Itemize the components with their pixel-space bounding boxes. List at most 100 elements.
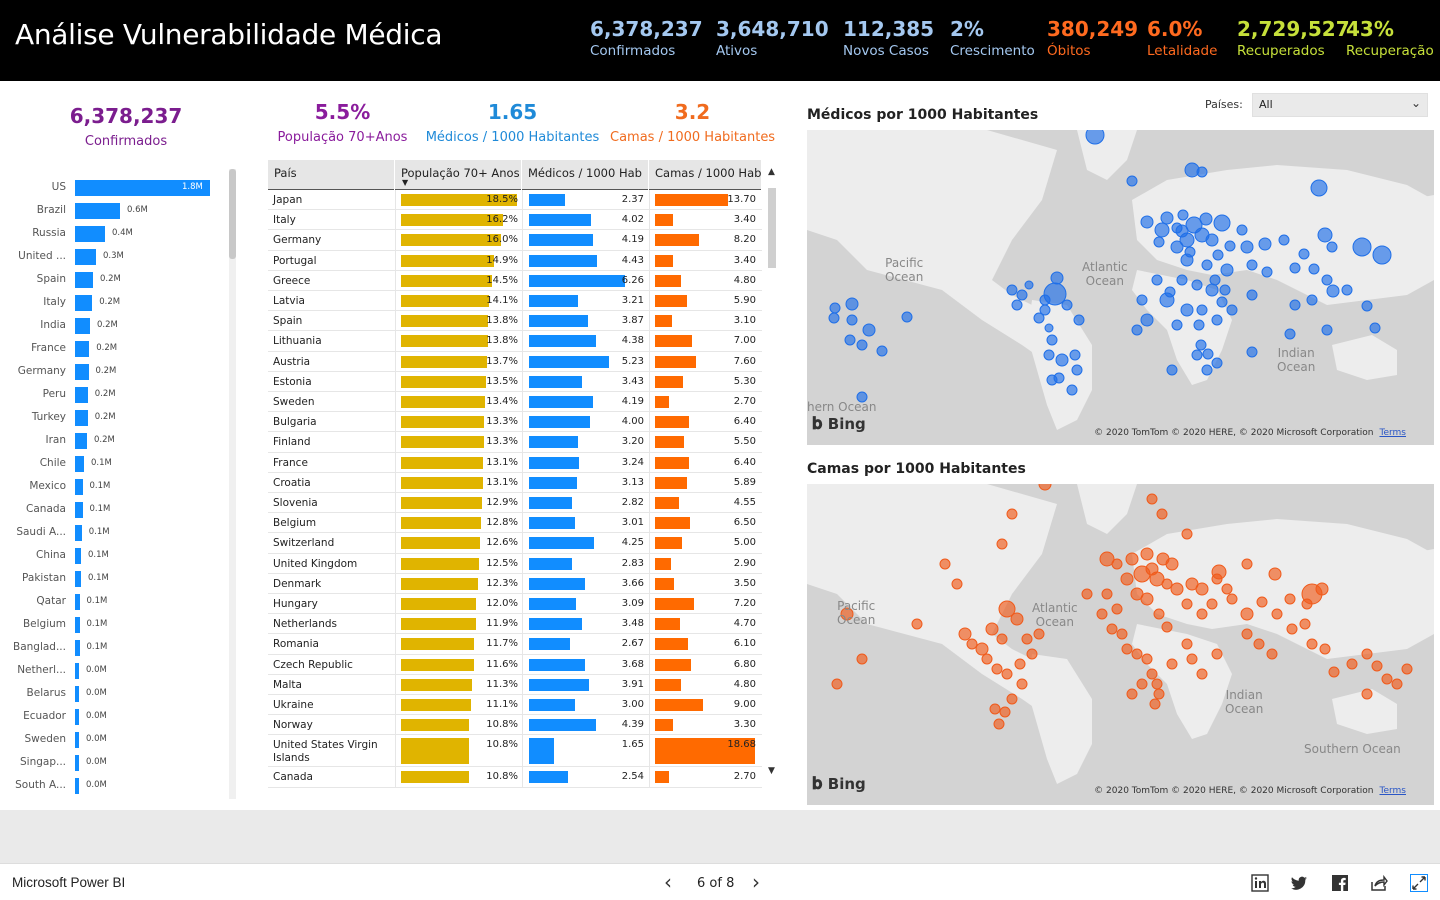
map-bubble[interactable] bbox=[939, 558, 951, 570]
map-bubble[interactable] bbox=[1006, 693, 1018, 705]
bar[interactable] bbox=[75, 525, 82, 541]
map-bubble[interactable] bbox=[1196, 668, 1208, 680]
map-bubble[interactable] bbox=[862, 323, 876, 337]
bar-row[interactable]: Singap... 0.0M bbox=[0, 752, 225, 775]
map-bubble[interactable] bbox=[1195, 582, 1209, 596]
map-bubble[interactable] bbox=[1039, 294, 1051, 306]
map-bubble[interactable] bbox=[1226, 304, 1238, 316]
map-bubble[interactable] bbox=[1164, 286, 1176, 298]
map-bubble[interactable] bbox=[856, 653, 868, 665]
map-bubble[interactable] bbox=[951, 578, 963, 590]
bar-row[interactable]: France 0.2M bbox=[0, 338, 225, 361]
map-bubble[interactable] bbox=[1011, 299, 1023, 311]
map-bubble[interactable] bbox=[1284, 593, 1296, 605]
map-bubble[interactable] bbox=[1220, 263, 1234, 277]
map-bubble[interactable] bbox=[1126, 688, 1138, 700]
bar[interactable] bbox=[75, 640, 80, 656]
map-bubble[interactable] bbox=[1361, 688, 1373, 700]
prev-page-icon[interactable]: ‹ bbox=[664, 870, 672, 894]
map-bubble[interactable] bbox=[1361, 648, 1373, 660]
map-bubble[interactable] bbox=[1193, 319, 1205, 331]
map-bubble[interactable] bbox=[1213, 214, 1231, 232]
map-bubble[interactable] bbox=[1236, 224, 1248, 236]
table-row[interactable]: Canada 10.8% 2.54 2.70 bbox=[268, 767, 762, 788]
bar-row[interactable]: Banglad... 0.1M bbox=[0, 637, 225, 660]
map-bubble[interactable] bbox=[1055, 353, 1069, 367]
map-bubble[interactable] bbox=[1180, 303, 1194, 317]
table-row[interactable]: Norway 10.8% 4.39 3.30 bbox=[268, 715, 762, 736]
map-bubble[interactable] bbox=[1116, 628, 1128, 640]
confirmed-bar-chart[interactable]: US 1.8M Brazil 0.6M Russia 0.4M United ... 0.3M… bbox=[0, 177, 238, 797]
map-bubble[interactable] bbox=[1016, 289, 1028, 301]
map-bubble[interactable] bbox=[1196, 608, 1208, 620]
table-row[interactable]: Hungary 12.0% 3.09 7.20 bbox=[268, 594, 762, 615]
map-bubble[interactable] bbox=[1153, 688, 1165, 700]
map-bubble[interactable] bbox=[1205, 283, 1219, 297]
bar-row[interactable]: Brazil 0.6M bbox=[0, 200, 225, 223]
map-bubble[interactable] bbox=[1039, 304, 1051, 316]
map-bubble[interactable] bbox=[1066, 384, 1078, 396]
bar-row[interactable]: South A... 0.0M bbox=[0, 775, 225, 798]
bar[interactable] bbox=[75, 203, 120, 219]
map-bubble[interactable] bbox=[1140, 547, 1154, 561]
table-row[interactable]: United States Virgin Islands 10.8% 1.65 18.… bbox=[268, 735, 762, 768]
bar[interactable] bbox=[75, 594, 80, 610]
bar-row[interactable]: Qatar 0.1M bbox=[0, 591, 225, 614]
bar-row[interactable]: Russia 0.4M bbox=[0, 223, 225, 246]
map-bubble[interactable] bbox=[999, 706, 1011, 718]
map-bubble[interactable] bbox=[998, 600, 1016, 618]
map-bubble[interactable] bbox=[856, 391, 868, 403]
map-bubble[interactable] bbox=[1299, 618, 1311, 630]
map-bubble[interactable] bbox=[1021, 633, 1033, 645]
map-bubble[interactable] bbox=[1211, 314, 1223, 326]
table-scrollbar[interactable]: ▲ ▼ bbox=[765, 160, 779, 796]
map-bubble[interactable] bbox=[1298, 248, 1310, 260]
map-bubble[interactable] bbox=[1073, 314, 1085, 326]
bar-row[interactable]: Italy 0.2M bbox=[0, 292, 225, 315]
twitter-icon[interactable] bbox=[1290, 874, 1308, 892]
map-bubble[interactable] bbox=[1211, 564, 1227, 580]
map-bubble[interactable] bbox=[1202, 348, 1214, 360]
table-row[interactable]: Portugal 14.9% 4.43 3.40 bbox=[268, 251, 762, 271]
table-row[interactable]: Ukraine 11.1% 3.00 9.00 bbox=[268, 695, 762, 716]
map-bubble[interactable] bbox=[1241, 628, 1253, 640]
bar-row[interactable]: Sweden 0.0M bbox=[0, 729, 225, 752]
map-bubble[interactable] bbox=[996, 538, 1008, 550]
map-bubble[interactable] bbox=[1140, 215, 1154, 229]
map-bubble[interactable] bbox=[1253, 638, 1265, 650]
bar[interactable] bbox=[75, 732, 79, 748]
map-bubble[interactable] bbox=[1278, 234, 1290, 246]
bar[interactable] bbox=[75, 778, 79, 794]
map-bubble[interactable] bbox=[1038, 484, 1052, 491]
map-bubble[interactable] bbox=[1033, 628, 1045, 640]
map-bubble[interactable] bbox=[1261, 266, 1273, 278]
map-bubble[interactable] bbox=[1176, 274, 1188, 286]
map-bubble[interactable] bbox=[1301, 598, 1313, 610]
map-bubble[interactable] bbox=[1216, 296, 1228, 308]
map-bubble[interactable] bbox=[1191, 279, 1203, 291]
map-bubble[interactable] bbox=[1205, 233, 1219, 247]
bar-row[interactable]: Peru 0.2M bbox=[0, 384, 225, 407]
map-bubble[interactable] bbox=[1195, 339, 1207, 351]
map-bubble[interactable] bbox=[981, 653, 993, 665]
map-bubble[interactable] bbox=[1341, 284, 1353, 296]
map-bubble[interactable] bbox=[1181, 638, 1193, 650]
country-filter-dropdown[interactable]: All ⌄ bbox=[1252, 93, 1428, 117]
map-bubble[interactable] bbox=[1310, 179, 1328, 197]
map-bubble[interactable] bbox=[1371, 660, 1383, 672]
bar-row[interactable]: China 0.1M bbox=[0, 545, 225, 568]
map-bubble[interactable] bbox=[1306, 294, 1318, 306]
facebook-icon[interactable] bbox=[1331, 874, 1349, 892]
map-bubble[interactable] bbox=[1140, 313, 1154, 327]
table-row[interactable]: Japan 18.5% 2.37 13.70 bbox=[268, 190, 762, 211]
terms-link[interactable]: Terms bbox=[1379, 786, 1406, 796]
map-bubble[interactable] bbox=[844, 334, 856, 346]
map-bubble[interactable] bbox=[1317, 227, 1333, 243]
map-bubble[interactable] bbox=[1061, 299, 1073, 311]
table-row[interactable]: Italy 16.2% 4.02 3.40 bbox=[268, 210, 762, 231]
bar-row[interactable]: Pakistan 0.1M bbox=[0, 568, 225, 591]
map-bubble[interactable] bbox=[1170, 582, 1184, 596]
map-bubble[interactable] bbox=[1033, 312, 1045, 324]
table-row[interactable]: Sweden 13.4% 4.19 2.70 bbox=[268, 392, 762, 413]
table-row[interactable]: Germany 16.0% 4.19 8.20 bbox=[268, 230, 762, 251]
